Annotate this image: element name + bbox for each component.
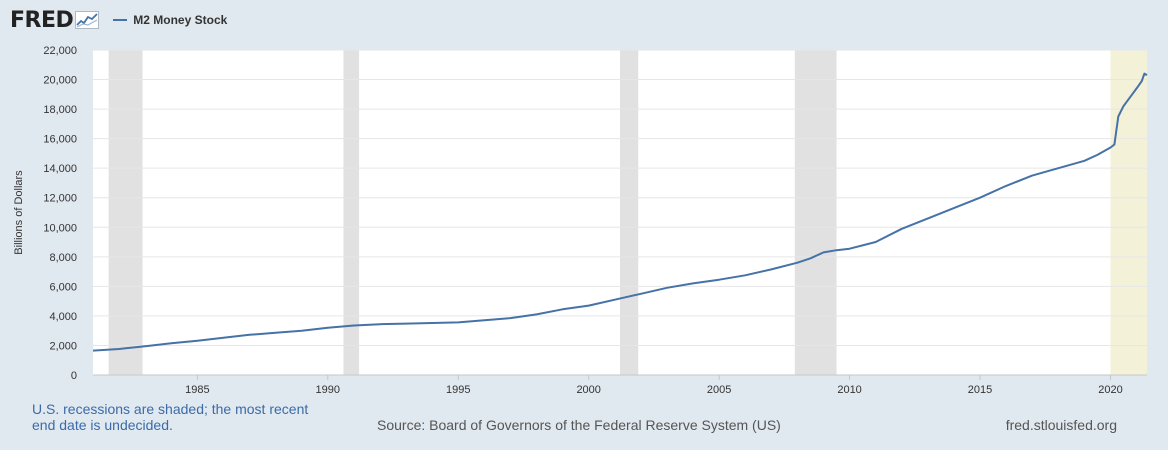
y-tick-label: 6,000 [49, 281, 77, 293]
y-axis-title: Billions of Dollars [13, 170, 25, 255]
legend: M2 Money Stock [113, 13, 227, 27]
fred-graph-icon [75, 11, 100, 29]
x-tick-label: 1985 [185, 384, 209, 396]
fred-logo[interactable]: FRED [10, 7, 100, 33]
y-tick-label: 22,000 [43, 45, 77, 57]
y-tick-label: 18,000 [43, 104, 77, 116]
website-link[interactable]: fred.stlouisfed.org [1005, 417, 1117, 433]
recession-band [108, 50, 143, 375]
legend-swatch [113, 19, 128, 21]
y-tick-label: 8,000 [49, 252, 77, 264]
recession-band [343, 50, 360, 375]
y-tick-label: 2,000 [49, 340, 77, 352]
fred-logo-text: FRED [10, 7, 74, 33]
x-tick-label: 2020 [1098, 384, 1122, 396]
recession-note: U.S. recessions are shaded; the most rec… [32, 401, 309, 433]
source-note: Source: Board of Governors of the Federa… [377, 417, 781, 433]
y-tick-label: 12,000 [43, 193, 77, 205]
y-tick-label: 20,000 [43, 75, 77, 87]
x-tick-label: 1990 [316, 384, 340, 396]
x-tick-label: 2005 [707, 384, 731, 396]
legend-label: M2 Money Stock [133, 13, 228, 27]
chart-header: FRED M2 Money Stock [10, 6, 227, 34]
y-tick-label: 16,000 [43, 134, 77, 146]
recession-band [794, 50, 837, 375]
y-tick-label: 4,000 [49, 311, 77, 323]
x-tick-label: 2000 [576, 384, 600, 396]
y-tick-label: 14,000 [43, 163, 77, 175]
series-line [92, 72, 1148, 352]
y-tick-label: 10,000 [43, 222, 77, 234]
x-tick-label: 1995 [446, 384, 470, 396]
current-recession-band [1110, 50, 1147, 375]
x-tick-label: 2015 [968, 384, 992, 396]
x-tick-label: 2010 [837, 384, 861, 396]
y-tick-label: 0 [71, 370, 77, 382]
recession-band [620, 50, 639, 375]
